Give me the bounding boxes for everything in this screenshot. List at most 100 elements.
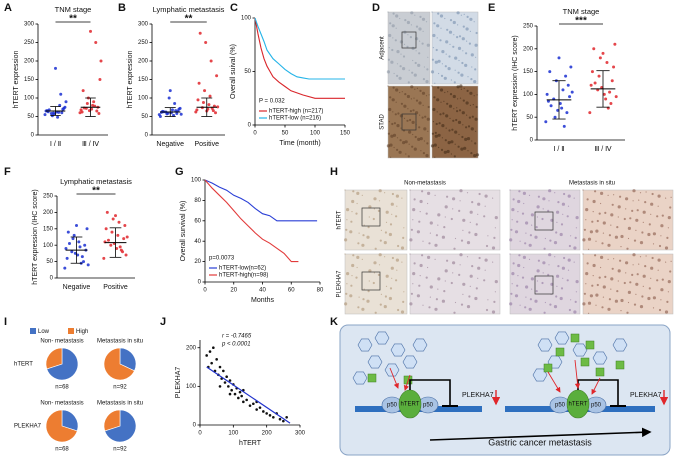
- texture: [352, 190, 355, 193]
- y-tick-label: 250: [138, 40, 149, 46]
- texture: [484, 205, 486, 207]
- texture: [431, 132, 434, 135]
- texture: [428, 94, 430, 96]
- texture: [582, 238, 586, 242]
- texture: [444, 139, 447, 142]
- texture: [452, 119, 455, 122]
- texture: [408, 143, 410, 145]
- data-point: [97, 112, 101, 116]
- texture: [511, 283, 513, 285]
- data-point: [80, 255, 84, 259]
- texture: [458, 133, 460, 136]
- texture: [548, 264, 550, 266]
- texture: [468, 231, 471, 234]
- texture: [457, 71, 460, 74]
- texture: [425, 21, 428, 23]
- texture: [452, 94, 456, 99]
- texture: [617, 205, 621, 209]
- legend-swatch: [30, 328, 36, 334]
- data-point: [564, 74, 568, 78]
- texture: [438, 72, 440, 75]
- texture: [404, 140, 408, 144]
- y-tick-label: 100: [241, 16, 252, 22]
- significance: **: [69, 14, 77, 25]
- texture: [391, 192, 394, 196]
- target-label: PLEKHA7: [630, 392, 662, 399]
- texture: [396, 148, 399, 151]
- texture: [418, 126, 421, 129]
- data-point: [195, 108, 199, 112]
- texture: [588, 248, 590, 250]
- protein-icon: [352, 371, 368, 385]
- texture: [452, 208, 454, 210]
- texture: [473, 21, 475, 23]
- texture: [395, 27, 397, 29]
- texture: [638, 199, 640, 201]
- chart-title: TNM stage: [563, 7, 600, 16]
- y-tick-label: 200: [523, 46, 534, 52]
- texture: [647, 232, 651, 237]
- texture: [470, 78, 473, 81]
- data-point: [233, 392, 237, 396]
- texture: [492, 261, 494, 263]
- row-label: PLEKHA7: [14, 424, 42, 430]
- protein-icon: [555, 347, 565, 357]
- texture: [471, 115, 474, 118]
- texture: [403, 117, 406, 119]
- data-point: [76, 253, 80, 257]
- texture: [356, 202, 358, 205]
- texture: [469, 104, 471, 106]
- x-tick-label: 100: [310, 131, 321, 137]
- texture: [395, 194, 399, 198]
- texture: [670, 196, 672, 198]
- texture: [346, 219, 348, 221]
- texture: [385, 210, 389, 214]
- texture: [407, 34, 409, 36]
- texture: [602, 232, 605, 234]
- texture: [374, 311, 377, 314]
- texture: [519, 304, 521, 306]
- texture: [454, 130, 458, 134]
- texture: [528, 243, 532, 247]
- data-point: [589, 83, 593, 87]
- texture: [462, 124, 464, 126]
- y-tick-label: 200: [138, 59, 149, 65]
- y-tick-label: 0: [145, 133, 149, 139]
- pie-slice: [103, 347, 135, 381]
- texture: [461, 61, 464, 65]
- texture: [362, 298, 365, 301]
- data-point: [78, 245, 82, 249]
- texture: [471, 201, 474, 204]
- texture: [464, 63, 468, 67]
- texture: [511, 272, 515, 276]
- texture: [388, 47, 390, 49]
- y-tick-label: 100: [138, 96, 149, 102]
- texture: [601, 306, 604, 309]
- texture: [404, 93, 407, 96]
- texture: [367, 226, 370, 229]
- data-point: [561, 88, 565, 92]
- texture: [656, 279, 659, 282]
- texture: [357, 306, 360, 309]
- texture: [575, 291, 578, 293]
- texture: [414, 135, 417, 139]
- texture: [418, 284, 421, 287]
- texture: [604, 211, 607, 214]
- texture: [620, 246, 622, 248]
- texture: [403, 291, 405, 293]
- protein-icon: [595, 367, 605, 377]
- column-label: Metastasis in situ: [569, 181, 615, 187]
- texture: [466, 137, 471, 141]
- texture: [373, 272, 375, 274]
- texture: [596, 283, 599, 287]
- texture: [435, 48, 438, 52]
- node-label: p50: [387, 403, 398, 409]
- texture: [432, 107, 436, 112]
- protein-icon: [580, 357, 590, 367]
- texture: [403, 43, 406, 46]
- annotation: p < 0.0001: [221, 342, 251, 348]
- texture: [389, 22, 392, 25]
- texture: [573, 261, 575, 263]
- texture: [567, 269, 570, 271]
- texture: [444, 205, 448, 209]
